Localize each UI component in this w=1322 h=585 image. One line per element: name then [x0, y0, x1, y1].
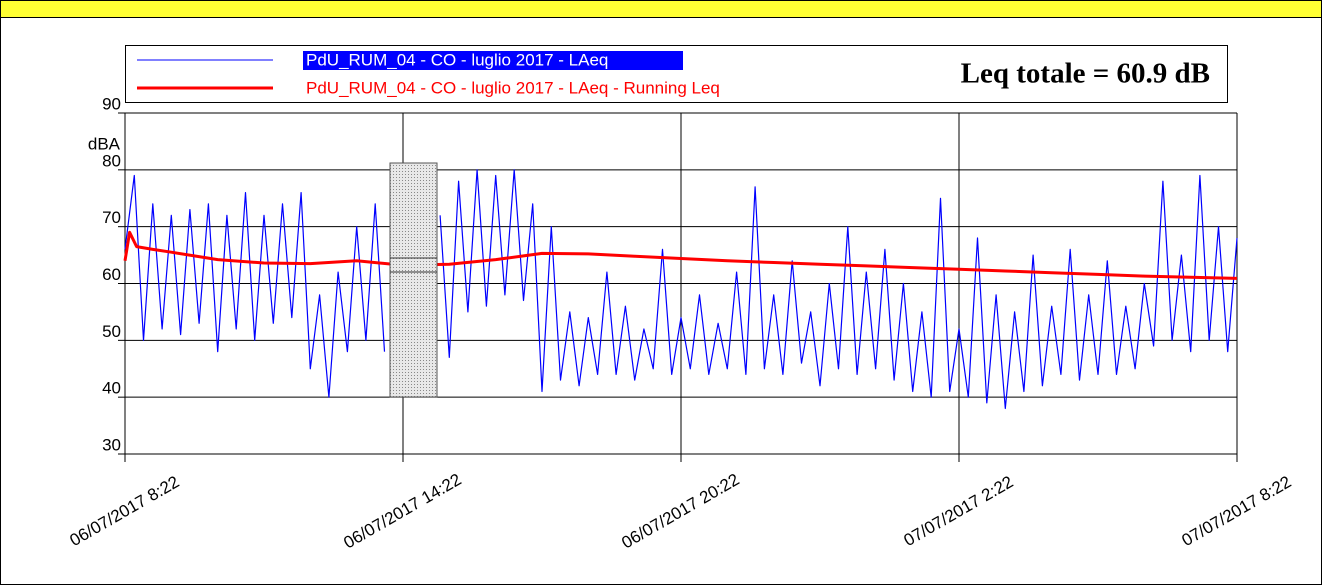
x-tick-label: 06/07/2017 14:22	[340, 470, 464, 553]
y-tick-label: 30	[102, 435, 121, 454]
y-tick-label: 50	[102, 322, 121, 341]
legend-label: PdU_RUM_04 - CO - luglio 2017 - LAeq - R…	[306, 78, 720, 97]
excluded-period	[389, 162, 438, 398]
x-tick-label: 07/07/2017 8:22	[1179, 472, 1295, 550]
header-bar	[0, 0, 1322, 18]
x-tick-label: 07/07/2017 2:22	[901, 472, 1017, 550]
annotation: Leq totale = 60.9 dB	[961, 58, 1210, 90]
legend-label: PdU_RUM_04 - CO - luglio 2017 - LAeq	[306, 50, 608, 69]
x-tick-label: 06/07/2017 20:22	[618, 470, 742, 553]
y-tick-label: 60	[102, 265, 121, 284]
series-line	[123, 230, 1238, 280]
y-tick-label: 90	[102, 94, 121, 113]
y-axis-label: dBA	[88, 134, 121, 153]
x-tick-label: 06/07/2017 8:22	[67, 472, 183, 550]
y-tick-label: 40	[102, 379, 121, 398]
y-tick-label: 80	[102, 151, 121, 170]
plot-area: 30 40 50 60 70 80 90 06/07/2017 8:22 06/07/2017 …	[67, 94, 1295, 552]
y-tick-label: 70	[102, 208, 121, 227]
legend-highlight	[303, 51, 683, 70]
